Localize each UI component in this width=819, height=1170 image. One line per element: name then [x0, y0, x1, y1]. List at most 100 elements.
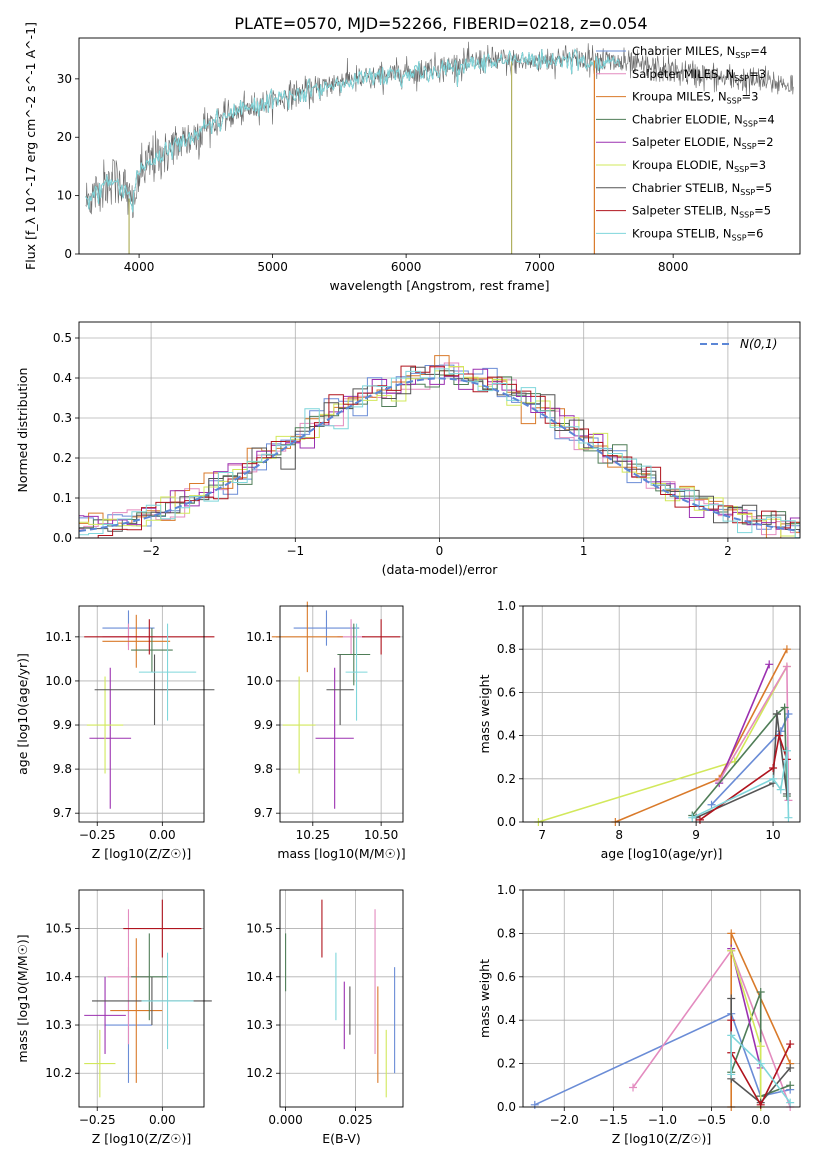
axes-frame	[279, 605, 404, 823]
x-tick-label: −2	[142, 544, 160, 558]
weight-marker	[695, 815, 704, 824]
weight-marker	[782, 789, 791, 798]
x-axis-label: E(B-V)	[322, 1131, 361, 1146]
weight-marker	[784, 813, 793, 822]
x-tick-label: −0.25	[79, 1113, 116, 1127]
y-tick-label: 30	[57, 72, 72, 86]
histogram-kroupa-stelib	[79, 368, 800, 538]
legend-value: =3	[749, 67, 766, 81]
histogram-chabrier-elodie	[79, 374, 800, 535]
x-tick-label: 0	[436, 544, 444, 558]
y-tick-label: 1.0	[497, 599, 516, 613]
weight-marker	[786, 1040, 795, 1049]
weight-line-kroupa-elodie	[538, 666, 788, 823]
legend-label-salpeter-elodie: Salpeter ELODIE, NSSP=2	[632, 135, 774, 151]
y-tick-label: 9.7	[254, 806, 273, 820]
observed-spectrum-line	[85, 41, 794, 219]
model-line-salpeter-stelib	[85, 48, 621, 213]
x-axis-label: wavelength [Angstrom, rest frame]	[329, 278, 549, 293]
panel-mass_vs_Z: −0.25 0.00 10.2 10.3 10.4 10.5 Z [log10(Z/Z☉)]…	[15, 889, 212, 1146]
panel-mass_vs_EBV: 0.000 0.025 10.2 10.3 10.4 10.5 E(B-V)	[246, 889, 404, 1146]
legend-subscript: SSP	[740, 188, 755, 197]
histogram-lines	[79, 355, 800, 538]
legend-value: =3	[749, 158, 766, 172]
plot-area	[530, 929, 795, 1111]
errorbar-kroupa-elodie	[86, 676, 124, 774]
legend-subscript: SSP	[727, 97, 742, 106]
weight-line-chabrier-elodie	[691, 705, 788, 817]
y-tick-label: 10.1	[246, 630, 273, 644]
weight-marker	[776, 785, 785, 794]
errorbar-salpeter-elodie	[84, 976, 126, 1054]
weight-marker	[786, 1098, 795, 1107]
errorbar-kroupa-miles	[271, 601, 343, 673]
y-tick-label: 10.5	[246, 922, 273, 936]
x-tick-label: 10	[765, 828, 780, 842]
legend-subscript: SSP	[743, 119, 758, 128]
y-tick-label: 9.9	[53, 718, 72, 732]
weight-marker	[727, 1016, 736, 1025]
x-axis-label: mass [log10(M/M☉)]	[277, 846, 405, 861]
legend-value: =3	[742, 90, 759, 104]
weight-marker	[786, 1063, 795, 1072]
weight-marker	[772, 710, 781, 718]
panel-age_vs_mass: 10.25 10.50 9.7 9.8 9.9 10.0 10.1 mass [log10(M…	[246, 601, 406, 861]
weight-marker	[727, 929, 736, 938]
x-axis-label: Z [log10(Z/Z☉)]	[92, 1131, 192, 1146]
weight-line-salpeter-stelib	[699, 735, 788, 821]
model-line-chabrier-stelib	[85, 48, 621, 213]
y-axis-label: mass [log10(M/M☉)]	[15, 934, 30, 1062]
model-line-chabrier-miles	[85, 48, 621, 213]
y-axis-label: mass weight	[477, 674, 492, 753]
weight-marker	[727, 994, 736, 1003]
errorbar-chabrier-stelib	[94, 654, 215, 726]
errorbar-chabrier-elodie	[337, 623, 371, 686]
x-tick-label: 10.50	[364, 828, 398, 842]
y-tick-label: 9.7	[53, 806, 72, 820]
model-line-chabrier-elodie	[85, 48, 621, 213]
y-tick-label: 10.2	[246, 1066, 273, 1080]
x-tick-label: 7000	[524, 260, 555, 274]
model-line-salpeter-elodie	[85, 48, 621, 213]
y-tick-label: 10.4	[246, 970, 273, 984]
y-tick-label: 0.2	[53, 451, 72, 465]
x-tick-label: 0.000	[268, 1113, 302, 1127]
legend-label-chabrier-elodie: Chabrier ELODIE, NSSP=4	[632, 112, 775, 128]
y-tick-label: 0.8	[497, 926, 516, 940]
weight-marker	[784, 710, 793, 718]
axes-frame	[522, 605, 801, 823]
legend-subscript: SSP	[742, 142, 757, 151]
panel-age_vs_Z: −0.25 0.00 9.7 9.8 9.9 10.0 10.1 Z [log10(Z/Z☉)…	[15, 605, 215, 861]
legend-subscript: SSP	[735, 51, 750, 60]
errorbar-kroupa-stelib	[141, 952, 194, 1050]
weight-marker	[786, 1081, 795, 1090]
weight-marker	[776, 727, 785, 736]
y-tick-label: 10.2	[45, 1066, 72, 1080]
model-line-salpeter-miles	[85, 48, 621, 213]
x-axis-label: (data-model)/error	[382, 562, 499, 577]
weight-marker	[782, 662, 791, 671]
errorbar-kroupa-elodie	[282, 676, 316, 774]
legend-label-chabrier-stelib: Chabrier STELIB, NSSP=5	[632, 181, 772, 197]
x-tick-label: 8	[615, 828, 623, 842]
y-tick-label: 0	[64, 247, 72, 261]
x-tick-label: 10.25	[296, 828, 330, 842]
legend-subscript: SSP	[732, 233, 747, 242]
y-tick-label: 0.4	[497, 729, 516, 743]
axes-frame	[78, 605, 205, 823]
panel-weight_vs_Z: −2.0 −1.5 −1.0 −0.5 0.0 0.0 0.2 0.4 0.6 0.8 1.0 Z […	[477, 883, 801, 1146]
weight-marker	[727, 946, 736, 955]
errorbar-kroupa-elodie	[84, 1029, 116, 1098]
y-tick-label: 9.9	[254, 718, 273, 732]
weight-marker	[769, 774, 778, 783]
legend-subscript: SSP	[739, 211, 754, 220]
legend-value: =4	[758, 112, 775, 126]
x-tick-label: 7	[538, 828, 546, 842]
y-tick-label: 0.6	[497, 685, 516, 699]
errorbar-kroupa-stelib	[345, 623, 368, 721]
spectrum-lines	[85, 41, 794, 254]
plot-area	[84, 899, 212, 1098]
legend-subscript: SSP	[734, 74, 749, 83]
errorbar-kroupa-miles	[102, 614, 171, 668]
weight-line-chabrier-stelib	[695, 713, 788, 819]
